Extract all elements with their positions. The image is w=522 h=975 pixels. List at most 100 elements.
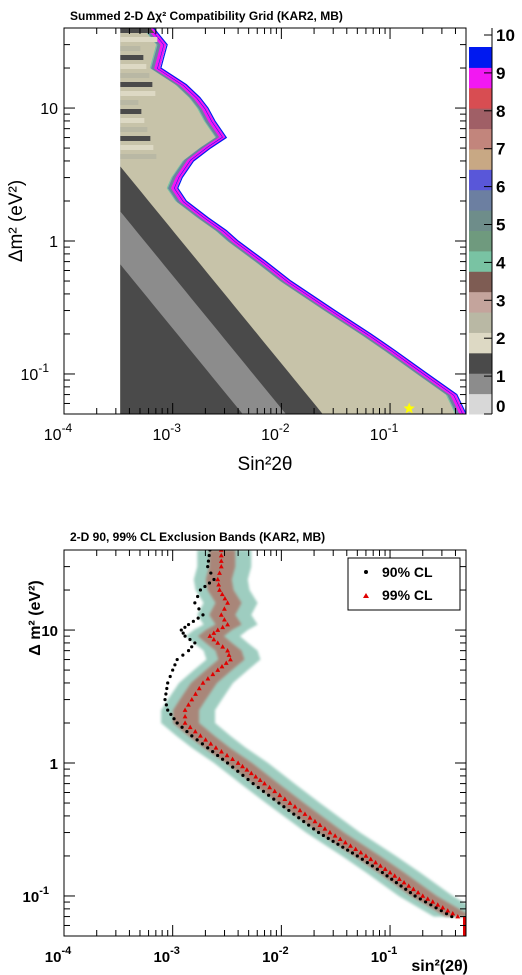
series-90cl-point xyxy=(350,851,355,855)
series-90cl-point xyxy=(394,880,398,885)
colorbar-swatch xyxy=(469,373,492,395)
series-99cl-point xyxy=(358,850,364,855)
colorbar-swatch xyxy=(469,230,492,252)
series-99cl-point xyxy=(401,879,407,885)
series-90cl-point xyxy=(175,721,179,725)
series-90cl-point xyxy=(200,742,205,746)
y-tick-label: 10 xyxy=(40,101,58,118)
colorbar-swatch xyxy=(469,87,492,109)
series-90cl-point xyxy=(241,773,245,777)
series-90cl-point xyxy=(193,601,197,605)
heatmap-cell xyxy=(120,109,142,114)
series-90cl-point xyxy=(312,827,316,831)
series-90cl-point xyxy=(206,746,210,750)
series-99cl-point xyxy=(302,811,308,816)
series-90cl-point xyxy=(439,909,443,913)
series-90cl-point xyxy=(225,761,230,765)
series-90cl-point xyxy=(206,565,210,569)
series-99cl-point xyxy=(200,680,206,685)
series-99cl-point xyxy=(445,908,451,913)
y-tick-label: 10-1 xyxy=(21,361,50,384)
heatmap-cell xyxy=(120,64,147,69)
series-99cl-point xyxy=(342,839,348,845)
series-99cl-point xyxy=(337,836,343,842)
series-99cl-point xyxy=(222,596,228,601)
series-90cl-point xyxy=(190,734,194,738)
heatmap-panel: Summed 2-D Δχ² Compatibility Grid (KAR2,… xyxy=(6,9,515,475)
series-99cl-point xyxy=(213,745,219,750)
series-90cl-point xyxy=(399,884,403,888)
series-90cl-point xyxy=(175,657,179,662)
series-99cl-point xyxy=(392,873,398,878)
series-90cl-point xyxy=(418,897,422,901)
colorbar-swatch xyxy=(469,393,492,415)
series-90cl-point xyxy=(186,622,191,627)
heatmap-cell xyxy=(120,55,144,60)
series-90cl-point xyxy=(380,870,384,875)
series-90cl-point xyxy=(183,634,187,638)
series-99cl-point xyxy=(420,893,426,898)
legend-label: 90% CL xyxy=(382,564,433,580)
series-99cl-point xyxy=(225,600,230,605)
series-90cl-point xyxy=(355,854,359,858)
band-99-percent xyxy=(161,550,466,917)
y-tick-label: 1 xyxy=(50,756,58,773)
series-99cl-point xyxy=(182,713,188,719)
colorbar-swatch xyxy=(469,128,492,150)
series-90cl-point xyxy=(185,729,189,734)
colorbar-label: 1 xyxy=(496,367,505,386)
series-90cl-point xyxy=(172,717,176,721)
series-90cl-point xyxy=(297,816,301,820)
series-90cl-point xyxy=(341,845,345,849)
series-90cl-point xyxy=(207,581,212,585)
series-99cl-point xyxy=(307,815,313,820)
best-fit-star-marker xyxy=(403,402,415,414)
series-90cl-point xyxy=(206,559,211,563)
series-99cl-point xyxy=(455,913,461,919)
series-99cl-point xyxy=(282,796,288,801)
x-tick-label: 10-1 xyxy=(371,945,397,966)
heatmap-cell xyxy=(120,37,158,42)
x-tick-label: 10-4 xyxy=(44,421,73,444)
x-tick-label: 10-3 xyxy=(152,421,181,444)
colorbar-label: 3 xyxy=(496,291,505,310)
series-90cl-point xyxy=(165,686,169,691)
series-90cl-point xyxy=(365,860,369,865)
series-99cl-point xyxy=(215,667,221,672)
colorbar-swatch xyxy=(469,291,492,313)
heatmap-contour-edge xyxy=(150,28,465,414)
series-90cl-point xyxy=(272,797,276,801)
colorbar-label: 6 xyxy=(496,178,505,197)
series-90cl-point xyxy=(195,738,199,742)
series-99cl-point xyxy=(287,800,293,805)
colorbar-swatch xyxy=(469,169,492,191)
heatmap-cell xyxy=(120,28,155,33)
colorbar-label: 0 xyxy=(496,397,505,416)
series-90cl-point xyxy=(211,750,215,754)
heatmap-cell-region xyxy=(120,264,466,414)
x-axis-label: sin²(2θ) xyxy=(411,958,468,975)
series-99cl-point xyxy=(224,752,230,758)
x-axis-label: Sin²2θ xyxy=(238,454,293,475)
legend-marker-90cl xyxy=(364,570,368,574)
colorbar-label: 4 xyxy=(496,253,506,272)
series-99cl-point xyxy=(203,737,208,742)
series-99cl-point xyxy=(219,663,225,669)
series-99cl-point xyxy=(230,756,235,762)
series-90cl-point xyxy=(336,842,340,846)
heatmap-cells xyxy=(120,28,466,414)
series-90cl-point xyxy=(267,793,271,797)
series-99cl-point xyxy=(192,728,198,734)
series-99cl-point xyxy=(222,606,227,611)
series-90cl-point xyxy=(287,808,291,813)
series-99cl-point xyxy=(218,564,224,569)
legend-box xyxy=(347,557,461,611)
series-99cl-point xyxy=(363,853,369,858)
colorbar-swatch xyxy=(469,271,492,293)
y-tick-label: 1 xyxy=(49,234,58,251)
heatmap-contour-band xyxy=(120,28,466,414)
series-99cl-point xyxy=(218,558,224,563)
series-90cl-point xyxy=(179,628,183,632)
series-99cl-point xyxy=(450,911,456,916)
heatmap-contour-band xyxy=(120,28,466,414)
